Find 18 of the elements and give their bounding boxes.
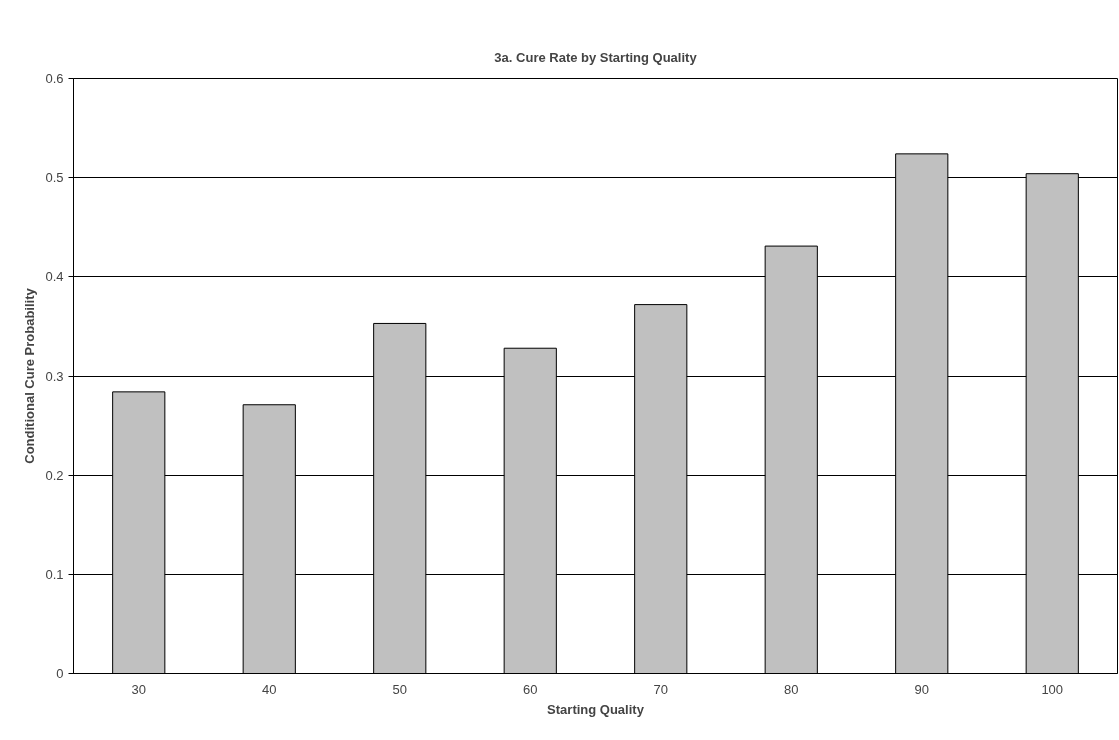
x-tick-label: 70: [653, 681, 668, 697]
y-tick-label: 0.4: [45, 269, 64, 285]
x-tick-label: 80: [784, 681, 799, 697]
chart-title: 3a. Cure Rate by Starting Quality: [494, 49, 698, 65]
x-axis-title: Starting Quality: [547, 701, 645, 717]
y-tick-label: 0: [56, 666, 64, 681]
x-tick-label: 60: [523, 681, 538, 697]
x-tick-label: 40: [262, 681, 277, 697]
y-tick-label: 0.2: [45, 467, 64, 483]
x-tick-label: 90: [914, 681, 929, 697]
x-tick-label: 30: [131, 681, 146, 697]
y-tick-label: 0.6: [45, 71, 64, 86]
y-axis-title: Conditional Cure Probability: [22, 287, 38, 464]
y-tick-label: 0.5: [45, 170, 64, 186]
y-tick-label: 0.3: [45, 368, 64, 384]
x-tick-label: 100: [1041, 681, 1064, 697]
x-tick-label: 50: [392, 681, 407, 697]
y-tick-label: 0.1: [45, 566, 64, 582]
